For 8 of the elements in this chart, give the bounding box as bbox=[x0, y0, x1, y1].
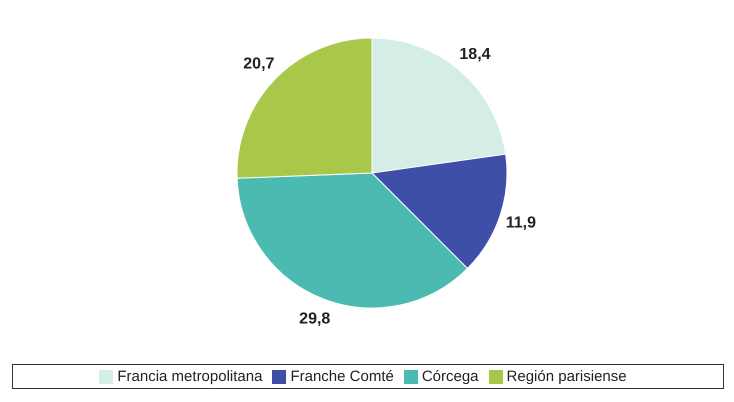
legend-label: Córcega bbox=[422, 368, 479, 385]
legend-label: Franche Comté bbox=[290, 368, 394, 385]
legend-label: Región parisiense bbox=[506, 368, 627, 385]
data-label: 18,4 bbox=[459, 46, 491, 63]
data-label: 20,7 bbox=[243, 56, 275, 73]
data-label: 29,8 bbox=[299, 310, 330, 328]
data-label: 11,9 bbox=[506, 214, 536, 232]
legend-label: Francia metropolitana bbox=[117, 368, 262, 385]
